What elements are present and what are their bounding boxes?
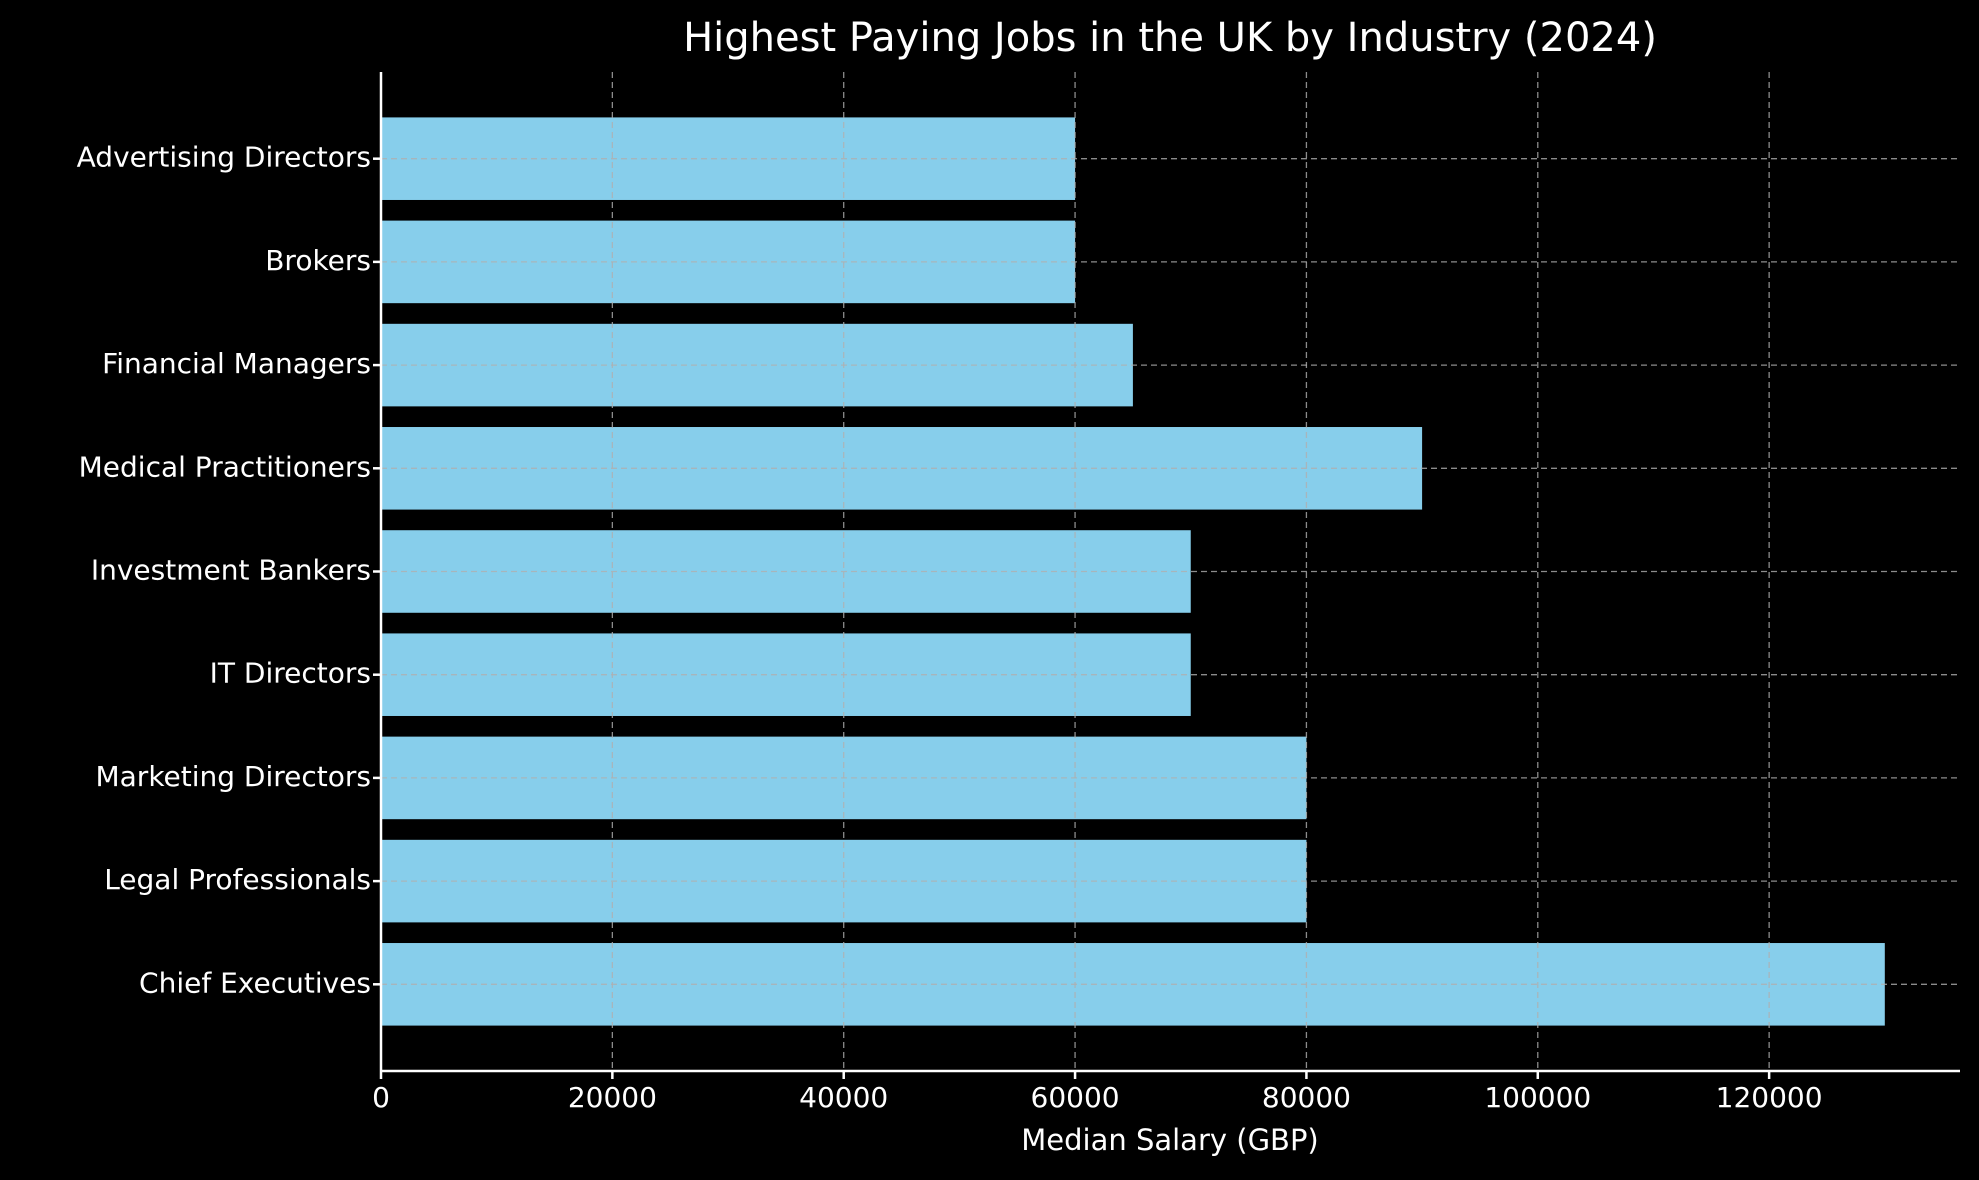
y-tick-label: Marketing Directors (95, 760, 371, 793)
y-tick-label: Advertising Directors (77, 141, 371, 174)
y-tick-label: Financial Managers (102, 347, 371, 380)
x-tick-label: 120000 (1716, 1081, 1823, 1114)
y-tick-label: Investment Bankers (91, 554, 371, 587)
y-tick-label: Legal Professionals (104, 863, 371, 896)
x-tick-label: 20000 (568, 1081, 657, 1114)
x-tick-label: 60000 (1031, 1081, 1120, 1114)
x-tick-label: 0 (372, 1081, 390, 1114)
x-tick-label: 40000 (799, 1081, 888, 1114)
y-tick-label: Brokers (265, 244, 371, 277)
chart-title: Highest Paying Jobs in the UK by Industr… (683, 15, 1657, 61)
y-tick-label: Chief Executives (139, 966, 371, 999)
y-tick-label: IT Directors (210, 657, 371, 690)
x-tick-label: 100000 (1484, 1081, 1591, 1114)
x-axis-label: Median Salary (GBP) (1021, 1123, 1319, 1157)
y-tick-label: Medical Practitioners (79, 450, 371, 483)
x-tick-label: 80000 (1262, 1081, 1351, 1114)
